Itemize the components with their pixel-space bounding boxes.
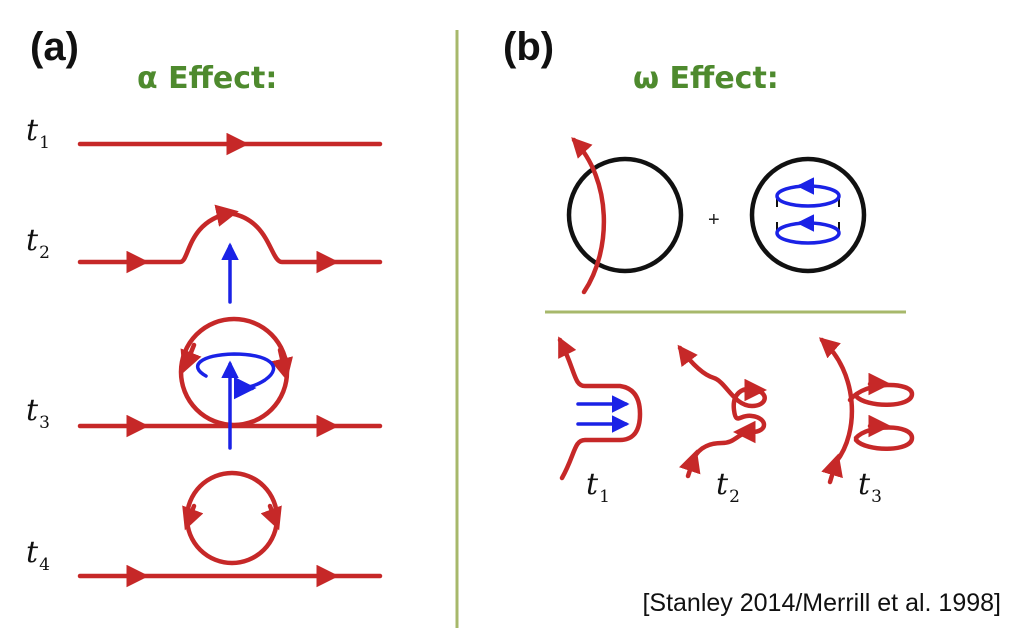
citation-text: [Stanley 2014/Merrill et al. 1998] xyxy=(642,589,1001,617)
stage-label-b-t1: t1 xyxy=(586,467,610,507)
rotating-sphere-left xyxy=(566,137,684,295)
stage-label-a-t4: t4 xyxy=(26,535,50,575)
panel-a-letter: (a) xyxy=(30,25,79,69)
omega-stage-t2 xyxy=(677,344,767,479)
stage-label-b-t2: t2 xyxy=(716,467,740,507)
stage-label-b-t3: t3 xyxy=(858,467,882,507)
omega-stage-t1 xyxy=(557,336,643,481)
panel-b: (b) ω Effect: + xyxy=(503,25,915,507)
panel-b-letter: (b) xyxy=(503,25,554,69)
panel-a: (a) α Effect: t1 t2 t3 t4 xyxy=(26,25,383,588)
omega-stage-t3 xyxy=(818,337,915,485)
field-loop-t4 xyxy=(77,470,383,588)
field-line-t2 xyxy=(77,204,383,274)
stage-label-a-t3: t3 xyxy=(26,393,50,433)
omega-effect-label: Effect: xyxy=(670,61,779,96)
omega-effect-title: ω Effect: xyxy=(633,61,779,96)
plus-sign: + xyxy=(708,209,720,231)
twist-arrows-t3 xyxy=(195,352,276,450)
field-loop-t3 xyxy=(77,316,383,438)
alpha-effect-label: Effect: xyxy=(168,61,277,96)
omega-symbol: ω xyxy=(633,61,659,96)
stage-label-a-t1: t1 xyxy=(26,113,50,153)
alpha-symbol: α xyxy=(137,61,158,96)
alpha-effect-title: α Effect: xyxy=(137,61,277,96)
rotating-sphere-right xyxy=(749,156,867,274)
stage-label-a-t2: t2 xyxy=(26,223,50,263)
